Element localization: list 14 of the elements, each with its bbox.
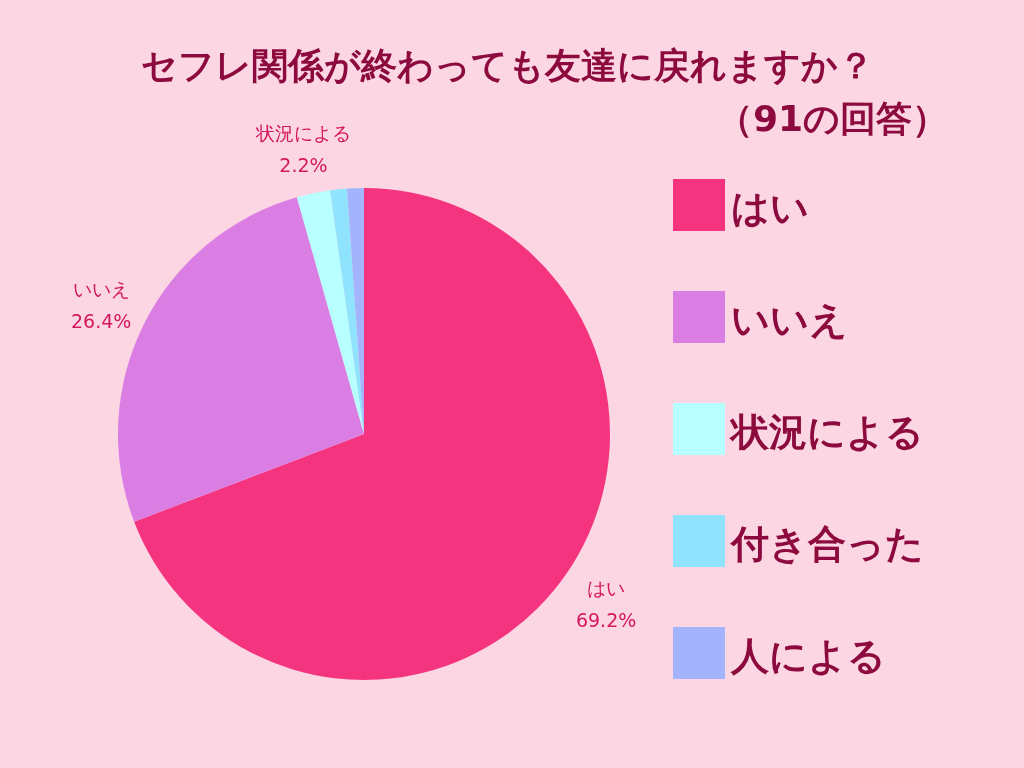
pie-slice <box>296 190 364 434</box>
legend-label: 人による <box>730 634 886 678</box>
slice-label: いいえ <box>72 278 130 301</box>
chart-title: セフレ関係が終わっても友達に戻れますか？ <box>140 45 874 86</box>
chart-subtitle: （91の回答） <box>716 98 948 139</box>
legend-label: はい <box>731 186 809 230</box>
slice-label: 状況による <box>254 122 351 145</box>
data-label: 69.2% <box>575 608 637 631</box>
data-label: 26.4% <box>71 310 132 333</box>
data-label: 2.2% <box>279 154 328 177</box>
legend-label: 状況による <box>729 410 924 454</box>
legend-label: 付き合った <box>729 522 924 566</box>
legend-label: いいえ <box>731 298 848 342</box>
slice-label: はい <box>587 576 626 599</box>
